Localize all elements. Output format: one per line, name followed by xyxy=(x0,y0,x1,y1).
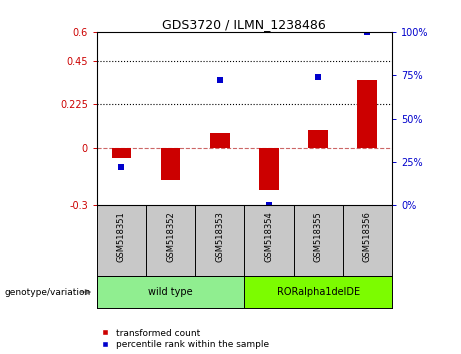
Bar xyxy=(112,148,131,158)
Text: GSM518353: GSM518353 xyxy=(215,211,224,262)
Legend: transformed count, percentile rank within the sample: transformed count, percentile rank withi… xyxy=(101,329,269,349)
Text: GSM518354: GSM518354 xyxy=(265,211,273,262)
Bar xyxy=(308,130,328,148)
Bar xyxy=(97,276,244,308)
Text: GSM518356: GSM518356 xyxy=(363,211,372,262)
Text: GSM518351: GSM518351 xyxy=(117,211,126,262)
Bar xyxy=(244,276,392,308)
Bar xyxy=(259,148,279,190)
Bar xyxy=(357,80,377,148)
Text: genotype/variation: genotype/variation xyxy=(5,287,91,297)
Text: GSM518355: GSM518355 xyxy=(313,211,323,262)
Text: wild type: wild type xyxy=(148,287,193,297)
Title: GDS3720 / ILMN_1238486: GDS3720 / ILMN_1238486 xyxy=(162,18,326,31)
Text: GSM518352: GSM518352 xyxy=(166,211,175,262)
Bar xyxy=(161,148,180,180)
Text: RORalpha1delDE: RORalpha1delDE xyxy=(277,287,360,297)
Bar xyxy=(210,133,230,148)
